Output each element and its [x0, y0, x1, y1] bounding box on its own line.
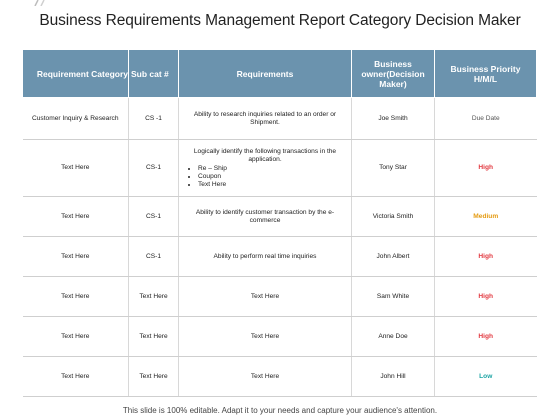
cell-priority: High	[434, 276, 537, 317]
cell-subcat: Text Here	[128, 316, 179, 357]
footer-note: This slide is 100% editable. Adapt it to…	[122, 406, 438, 415]
corner-decoration	[34, 0, 45, 6]
table-row: Text Here CS-1 Ability to perform real tim…	[22, 236, 537, 277]
requirement-bullet: Coupon	[198, 173, 348, 181]
requirement-bullet: Re – Ship	[198, 165, 348, 173]
cell-requirement: Logically identify the following transac…	[178, 139, 352, 197]
requirement-text: Logically identify the following transac…	[193, 147, 337, 163]
cell-owner: John Albert	[351, 236, 435, 277]
cell-owner: Victoria Smith	[351, 196, 435, 237]
table-row: Text Here Text Here Text Here Anne Doe High	[22, 316, 537, 357]
cell-category: Text Here	[22, 276, 129, 317]
requirement-text: Ability to research inquiries related to…	[193, 110, 337, 126]
cell-priority: High	[434, 236, 537, 277]
cell-category: Text Here	[22, 316, 129, 357]
header-priority: Business Priority H/M/L	[434, 49, 537, 98]
cell-subcat: CS-1	[128, 236, 179, 277]
requirement-text: Text Here	[250, 292, 280, 300]
cell-requirement: Ability to identify customer transaction…	[178, 196, 352, 237]
requirement-text: Ability to identify customer transaction…	[195, 208, 335, 224]
requirement-bullet-list: Re – ShipCouponText Here	[182, 165, 348, 189]
cell-subcat: Text Here	[128, 276, 179, 317]
cell-priority: High	[434, 316, 537, 357]
header-owner: Business owner(Decision Maker)	[351, 49, 435, 98]
cell-priority: Medium	[434, 196, 537, 237]
requirement-text: Ability to perform real time inquiries	[213, 252, 317, 260]
cell-owner: Anne Doe	[351, 316, 435, 357]
table-row: Text Here Text Here Text Here Sam White High	[22, 276, 537, 317]
cell-priority: High	[434, 139, 537, 197]
requirement-text: Text Here	[250, 372, 280, 380]
cell-owner: John Hill	[351, 356, 435, 397]
cell-subcat: CS -1	[128, 97, 179, 140]
cell-category: Text Here	[22, 196, 129, 237]
table-body: Customer Inquiry & Research CS -1 Ability …	[22, 97, 537, 397]
cell-owner: Tony Star	[351, 139, 435, 197]
cell-category: Text Here	[22, 236, 129, 277]
cell-priority: Due Date	[434, 97, 537, 140]
cell-requirement: Text Here	[178, 316, 352, 357]
cell-requirement: Text Here	[178, 276, 352, 317]
cell-requirement: Text Here	[178, 356, 352, 397]
cell-priority: Low	[434, 356, 537, 397]
cell-owner: Sam White	[351, 276, 435, 317]
table-row: Text Here Text Here Text Here John Hill Low	[22, 356, 537, 397]
table-row: Text Here CS-1 Logically identify the foll…	[22, 139, 537, 197]
table-header-row: Requirement Category Sub cat # Requireme…	[22, 49, 537, 98]
requirements-table: Requirement Category Sub cat # Requireme…	[22, 49, 537, 397]
requirement-text: Text Here	[250, 332, 280, 340]
page-title: Business Requirements Management Report …	[39, 12, 521, 29]
header-subcat: Sub cat #	[128, 49, 179, 98]
cell-subcat: CS-1	[128, 196, 179, 237]
cell-owner: Joe Smith	[351, 97, 435, 140]
header-requirements: Requirements	[178, 49, 352, 98]
cell-category: Customer Inquiry & Research	[22, 97, 129, 140]
cell-category: Text Here	[22, 356, 129, 397]
cell-subcat: Text Here	[128, 356, 179, 397]
cell-requirement: Ability to research inquiries related to…	[178, 97, 352, 140]
cell-subcat: CS-1	[128, 139, 179, 197]
table-row: Customer Inquiry & Research CS -1 Ability …	[22, 97, 537, 140]
header-category: Requirement Category	[22, 49, 129, 98]
cell-requirement: Ability to perform real time inquiries	[178, 236, 352, 277]
table-row: Text Here CS-1 Ability to identify custome…	[22, 196, 537, 237]
cell-category: Text Here	[22, 139, 129, 197]
requirement-bullet: Text Here	[198, 181, 348, 189]
